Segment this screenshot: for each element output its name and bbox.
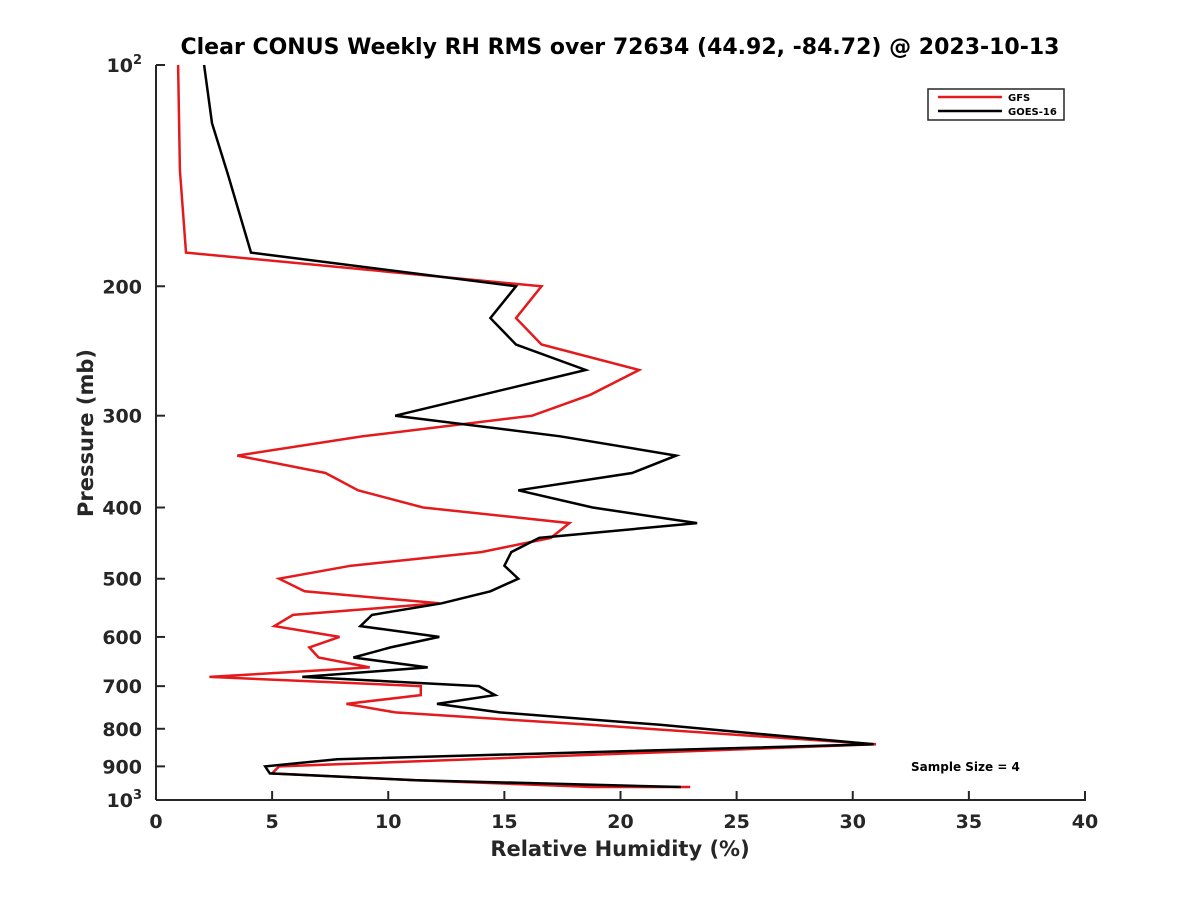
y-tick-label: 700 [102, 676, 142, 698]
x-tick-label: 10 [375, 811, 401, 833]
y-tick-label: 800 [102, 719, 142, 741]
x-tick-label: 25 [723, 811, 749, 833]
y-tick-label: 600 [102, 627, 142, 649]
axes [155, 65, 1086, 801]
x-tick-label: 35 [956, 811, 982, 833]
x-ticks: 0 5 10 15 20 25 30 35 40 [149, 791, 1098, 833]
y-ticks: 102 200 300 400 500 600 700 800 900 103 [102, 53, 165, 812]
y-tick-label: 103 [107, 788, 143, 812]
x-tick-label: 0 [149, 811, 162, 833]
y-axis-label: Pressure (mb) [74, 349, 98, 517]
x-tick-label: 5 [266, 811, 279, 833]
x-tick-label: 20 [607, 811, 633, 833]
y-tick-label: 200 [102, 276, 142, 298]
x-tick-label: 30 [840, 811, 866, 833]
legend-label-goes16: GOES-16 [1008, 107, 1057, 118]
series-line-gfs [176, 64, 877, 789]
series-line-goes16 [202, 64, 874, 789]
legend-label-gfs: GFS [1008, 93, 1030, 104]
y-tick-label: 102 [107, 53, 143, 77]
x-tick-label: 15 [491, 811, 517, 833]
y-tick-label: 500 [102, 569, 142, 591]
y-tick-label: 900 [102, 756, 142, 778]
x-axis-label: Relative Humidity (%) [490, 837, 749, 861]
y-tick-label: 300 [102, 406, 142, 428]
y-tick-label: 400 [102, 498, 142, 520]
chart-title: Clear CONUS Weekly RH RMS over 72634 (44… [181, 35, 1060, 60]
legend-box [927, 88, 1065, 121]
sample-size-annotation: Sample Size = 4 [911, 760, 1020, 774]
series-layer [176, 64, 877, 789]
legend: GFS GOES-16 [927, 88, 1065, 121]
x-tick-label: 40 [1072, 811, 1098, 833]
